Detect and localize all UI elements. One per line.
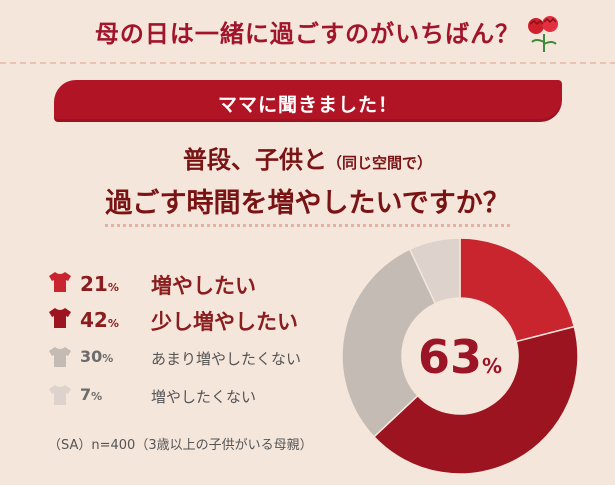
legend-value: 21% xyxy=(80,272,119,296)
carnation-icon xyxy=(528,16,558,52)
shirt-icon xyxy=(49,385,71,405)
center-total: 63% xyxy=(417,330,503,384)
legend-label: あまり増やしたくない xyxy=(151,350,302,368)
shirt-icon xyxy=(49,308,71,328)
header-divider xyxy=(0,62,615,64)
question-line2: 過ごす時間を増やしたいですか？ xyxy=(105,181,510,227)
donut-slice-4 xyxy=(408,237,461,305)
donut-slice-3 xyxy=(341,248,437,438)
legend-label: 増やしたくない xyxy=(151,388,257,406)
legend-label: 増やしたい xyxy=(151,274,256,298)
legend-value: 42% xyxy=(80,308,119,332)
legend-value: 30% xyxy=(80,347,114,366)
legend-label: 少し増やしたい xyxy=(151,310,298,334)
shirt-icon xyxy=(49,272,71,292)
page-title: 母の日は一緒に過ごすのがいちばん？ xyxy=(94,20,521,48)
banner-text: ママに聞きました！ xyxy=(217,94,398,116)
header: 母の日は一緒に過ごすのがいちばん？ xyxy=(0,0,615,64)
banner: ママに聞きました！ xyxy=(54,80,562,122)
survey-note: （SA）n=400（3歳以上の子供がいる母親） xyxy=(48,438,313,453)
shirt-icon xyxy=(49,347,71,367)
question: 普段、子供と（同じ空間で） 過ごす時間を増やしたいですか？ xyxy=(0,140,615,227)
donut-slice-2 xyxy=(372,325,579,475)
legend-value: 7% xyxy=(80,385,103,404)
donut-slice-1 xyxy=(459,237,576,343)
donut-chart xyxy=(341,237,579,475)
question-line1-paren: （同じ空間で） xyxy=(326,154,432,172)
question-line1: 普段、子供と（同じ空間で） xyxy=(0,140,615,175)
question-line1-main: 普段、子供と xyxy=(182,146,327,174)
